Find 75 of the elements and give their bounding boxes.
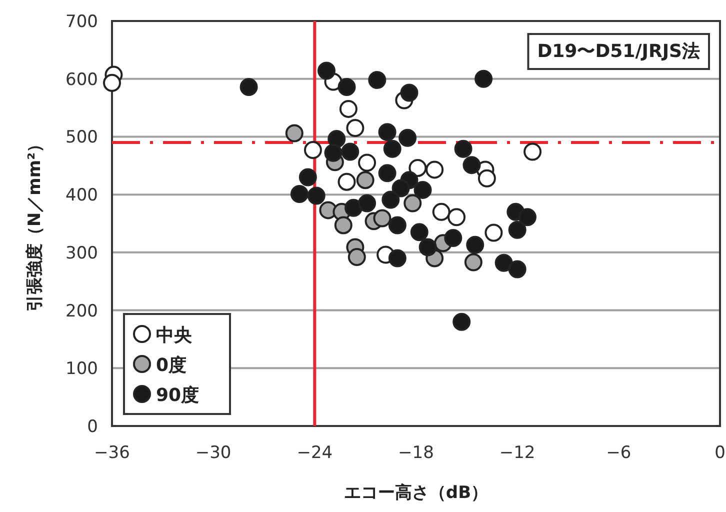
x-tick-label: −12 [499,443,536,463]
point [328,130,346,148]
point [474,70,493,88]
point [317,62,336,80]
x-tick-label: −18 [398,443,434,463]
x-axis-title: エコー高さ（dB） [344,483,488,503]
point [494,254,513,272]
y-tick-label: 600 [66,70,98,90]
x-tick-label: −6 [606,443,632,463]
point [285,124,304,142]
x-tick-label: −24 [296,443,333,463]
point [484,224,503,242]
point [518,208,536,226]
point [103,74,121,92]
point [307,186,326,205]
point [392,179,410,198]
point [298,168,317,186]
point [378,123,396,142]
point [418,238,437,256]
point [358,194,376,212]
point [478,169,496,188]
point [400,84,418,102]
legend-label: 中央 [156,325,193,346]
x-tick-label: 0 [714,443,726,463]
y-axis-title: 引張強度（N／mm²） [25,135,45,312]
point [388,216,406,234]
point [454,140,472,158]
point [338,172,356,191]
point [508,260,526,278]
point [378,164,396,182]
point [462,156,481,174]
point [410,223,428,242]
point [414,180,432,199]
y-tick-label: 500 [66,128,98,148]
point [338,78,356,96]
point [240,78,258,96]
point [344,198,363,217]
point [452,312,471,331]
point [368,71,386,90]
point [341,142,360,161]
y-tick-label: 0 [87,417,98,437]
point [358,154,376,172]
point [290,184,308,203]
legend-label: 0度 [156,355,187,376]
point [508,220,526,239]
y-tick-label: 700 [66,12,98,32]
point [388,249,406,268]
point [426,160,444,179]
point [448,208,466,226]
point [444,228,462,247]
point [432,202,450,221]
x-tick-label: −30 [195,443,232,463]
legend-label: 90度 [156,385,200,406]
y-tick-label: 300 [66,243,98,264]
y-tick-label: 400 [66,186,98,206]
point [356,171,374,190]
annotation: D19〜D51/JRJS法 [537,41,700,62]
y-tick-label: 100 [66,359,98,380]
point [404,194,422,212]
point [464,253,482,272]
point [382,190,400,209]
y-tick-label: 200 [66,301,98,322]
point [373,209,392,228]
x-tick-label: −36 [94,443,130,463]
point [524,142,542,161]
point [334,216,352,234]
point [346,119,364,138]
point [398,128,417,147]
point [466,236,484,254]
point [304,141,322,160]
point [324,144,342,162]
point [348,248,366,266]
point [383,140,402,158]
point [408,158,427,177]
point [339,100,358,118]
